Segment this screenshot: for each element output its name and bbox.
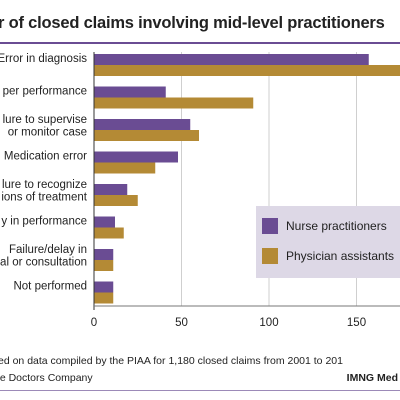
legend-label: Nurse practitioners xyxy=(286,219,387,233)
category-label: y in performance xyxy=(1,216,87,228)
x-tick-label: 50 xyxy=(175,317,188,329)
bottom-rule xyxy=(0,390,400,391)
bar-chart: Error in diagnosis per performance lure to… xyxy=(0,52,400,329)
legend-swatch xyxy=(262,248,278,264)
category-label: Error in diagnosis xyxy=(0,53,87,65)
category-label: lure to recognize ions of treatment xyxy=(1,179,87,204)
bar xyxy=(94,184,128,195)
legend-label: Physician assistants xyxy=(286,249,394,263)
bar xyxy=(94,195,138,206)
title-rule xyxy=(0,42,400,44)
bar xyxy=(94,97,254,109)
bar xyxy=(94,281,114,293)
category-label: Not performed xyxy=(13,281,87,293)
bar xyxy=(94,162,156,174)
bar xyxy=(94,119,191,130)
bar xyxy=(94,151,178,163)
bar xyxy=(94,292,114,304)
x-tick-label: 150 xyxy=(347,317,366,329)
category-label: Failure/delay in al or consultation xyxy=(0,244,87,269)
bar xyxy=(94,216,115,228)
legend-swatch xyxy=(262,218,278,234)
credit-left: he Doctors Company xyxy=(0,372,93,384)
category-label: per performance xyxy=(3,86,87,98)
bar xyxy=(94,260,114,271)
category-label: lure to supervise or monitor case xyxy=(3,114,87,139)
legend-box xyxy=(256,206,400,278)
x-tick-label: 100 xyxy=(259,317,278,329)
x-tick-label: 0 xyxy=(91,317,97,329)
bar xyxy=(94,86,166,98)
bar xyxy=(94,130,199,141)
bar xyxy=(94,249,114,260)
bar xyxy=(94,54,369,65)
category-label: Medication error xyxy=(4,151,87,163)
bar xyxy=(94,65,400,76)
bar xyxy=(94,227,124,239)
credit-right: IMNG Med xyxy=(346,372,398,384)
